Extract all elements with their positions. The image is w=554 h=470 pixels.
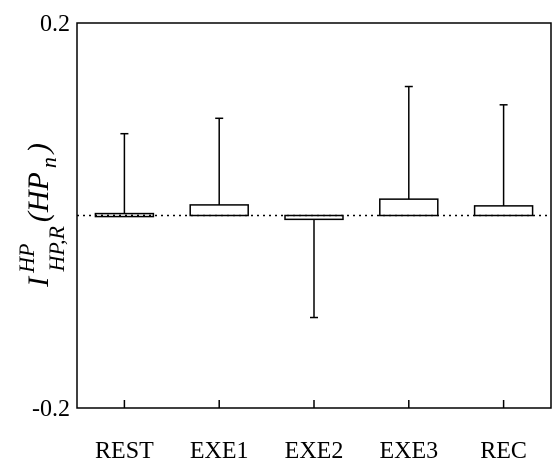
y-ticks: 0.2 -0.2	[32, 11, 70, 422]
y-label-base: I	[22, 275, 55, 288]
x-tick-label-exe3: EXE3	[379, 438, 438, 464]
y-label-argument: (HP	[22, 172, 55, 222]
x-ticks: REST EXE1 EXE2 EXE3 REC	[95, 400, 527, 464]
bar-exe1	[189, 204, 249, 217]
y-tick-label: 0.2	[40, 11, 70, 37]
bar-rec	[473, 205, 534, 217]
bar-exe3	[379, 198, 439, 217]
bars-layer	[94, 85, 534, 319]
y-label-superscript: HP	[14, 244, 39, 274]
x-tick-label-rec: REC	[480, 438, 527, 464]
y-tick-label: -0.2	[32, 396, 70, 422]
x-tick-label-exe2: EXE2	[285, 438, 344, 464]
x-tick-label-exe1: EXE1	[190, 438, 249, 464]
y-label-subscript: HP,R	[44, 226, 69, 273]
y-axis-label: I HP HP,R (HP n )	[14, 143, 69, 288]
y-label-argument-subscript: n	[36, 157, 61, 168]
y-label-argument-close: )	[22, 143, 55, 155]
x-tick-label-rest: REST	[95, 438, 154, 464]
